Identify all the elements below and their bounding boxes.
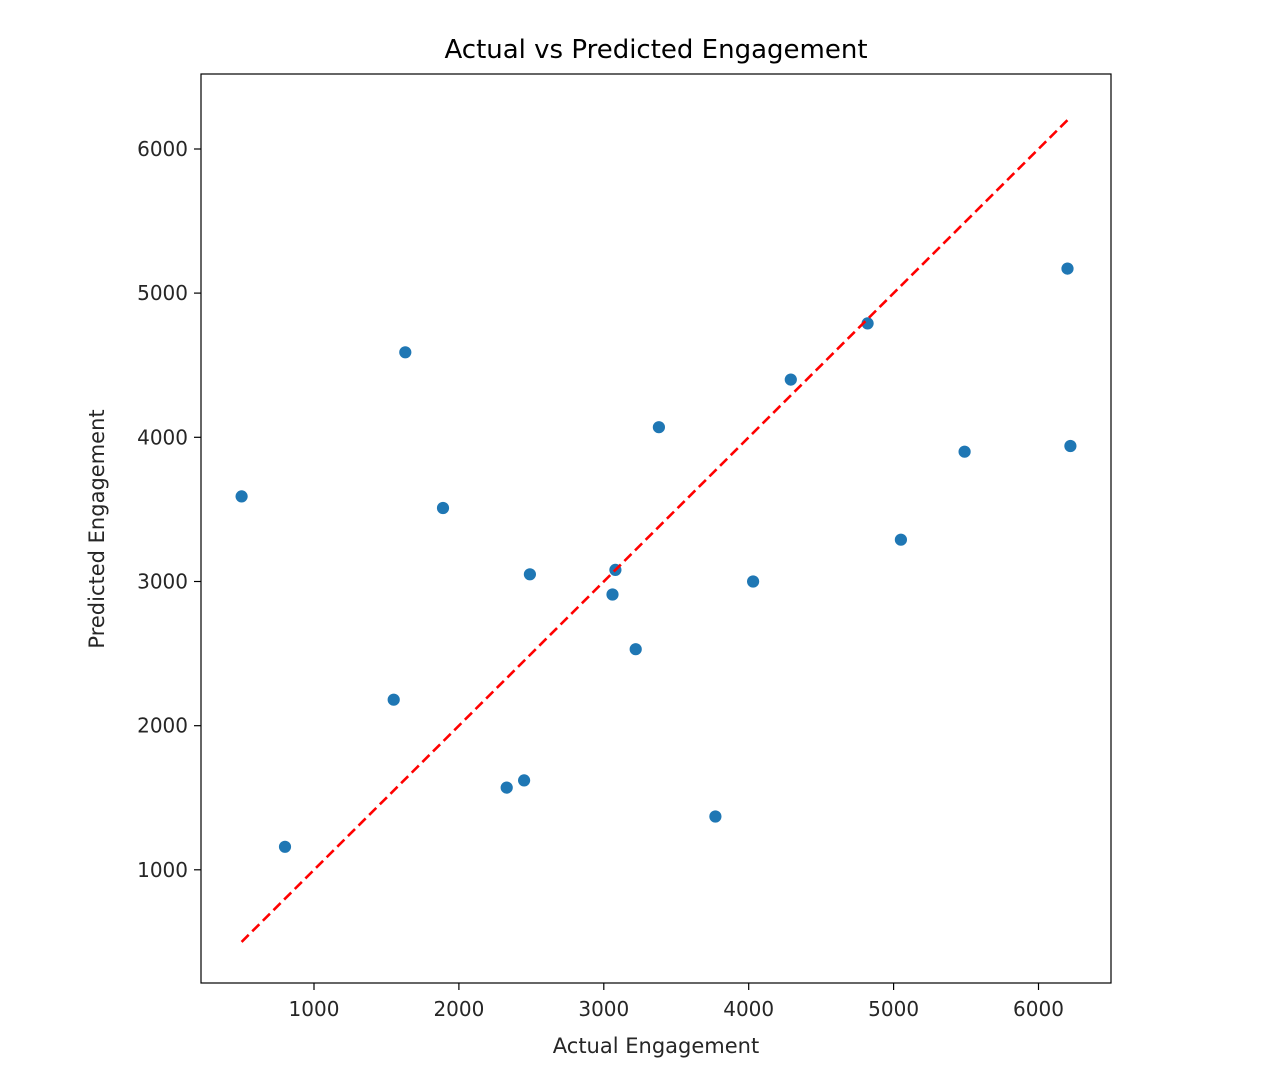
- plot-area-frame: [200, 73, 1112, 984]
- y-axis-ticks: 1000 2000 3000 4000 5000 6000: [137, 137, 201, 882]
- scatter-point-2: [278, 839, 292, 854]
- y-tick-label: 3000: [137, 570, 188, 594]
- scatter-point-1: [234, 489, 249, 504]
- x-tick-label: 1000: [289, 997, 340, 1021]
- scatter-point-4: [398, 345, 413, 360]
- scatter-point-13: [708, 809, 723, 824]
- x-tick-label: 4000: [723, 997, 774, 1021]
- scatter-point-5: [436, 501, 450, 515]
- scatter-point-11: [628, 642, 643, 657]
- plot-marks: [234, 119, 1078, 943]
- x-axis-ticks: 1000 2000 3000 4000 5000 6000: [289, 983, 1064, 1021]
- x-tick-label: 6000: [1013, 997, 1064, 1021]
- scatter-point-16: [860, 316, 875, 331]
- scatter-point-7: [517, 773, 531, 788]
- reference-line: [240, 119, 1069, 943]
- x-axis-label: Actual Engagement: [553, 1034, 759, 1058]
- y-tick-label: 5000: [137, 281, 188, 305]
- scatter-point-3: [386, 692, 401, 707]
- scatter-point-9: [605, 587, 620, 602]
- x-tick-label: 3000: [578, 997, 629, 1021]
- scatter-point-14: [746, 574, 760, 589]
- x-tick-label: 2000: [433, 997, 484, 1021]
- y-tick-label: 6000: [137, 137, 188, 161]
- chart-title: Actual vs Predicted Engagement: [444, 35, 867, 65]
- scatter-point-15: [783, 372, 798, 387]
- y-tick-label: 2000: [137, 714, 188, 738]
- y-tick-label: 4000: [137, 425, 188, 449]
- y-tick-label: 1000: [137, 858, 188, 882]
- scatter-point-19: [1060, 261, 1075, 276]
- scatter-point-12: [652, 420, 666, 435]
- y-axis-label: Predicted Engagement: [85, 409, 109, 648]
- scatter-point-8: [523, 567, 537, 582]
- scatter-point-17: [894, 532, 908, 547]
- x-tick-label: 5000: [868, 997, 919, 1021]
- scatter-point-20: [1063, 439, 1078, 453]
- scatter-point-6: [499, 780, 514, 795]
- scatter-point-18: [957, 444, 972, 459]
